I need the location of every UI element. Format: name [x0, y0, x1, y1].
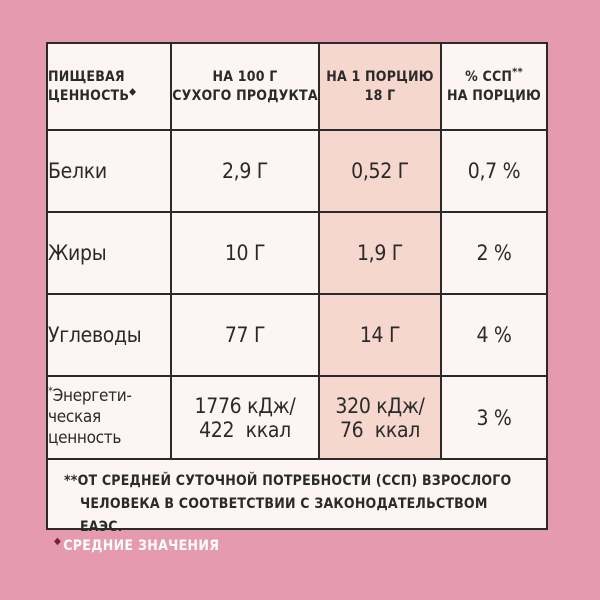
energy-per100: 1776 кДж/ 422 ккал: [170, 375, 320, 460]
table-row-protein: Белки 2,9 Г 0,52 Г 0,7 %: [48, 129, 546, 213]
table-header-row: ПИЩЕВАЯ ЦЕННОСТЬ◆ НА 100 Г СУХОГО ПРОДУК…: [48, 44, 546, 131]
footnote: **ОТ СРЕДНЕЙ СУТОЧНОЙ ПОТРЕБНОСТИ (ССП) …: [64, 470, 534, 539]
footnote-line1: **ОТ СРЕДНЕЙ СУТОЧНОЙ ПОТРЕБНОСТИ (ССП) …: [64, 473, 512, 489]
header-col4-line2: НА ПОРЦИЮ: [447, 87, 541, 104]
row-percent: 2 %: [440, 211, 546, 295]
energy-name-line2: ческая: [48, 407, 101, 427]
header-per-portion: НА 1 ПОРЦИЮ 18 Г: [318, 44, 442, 131]
footnote-line2: ЧЕЛОВЕКА В СООТВЕТСТВИИ С ЗАКОНОДАТЕЛЬСТ…: [80, 496, 488, 535]
row-percent: 4 %: [440, 293, 546, 377]
row-per100: 2,9 Г: [170, 129, 320, 213]
energy-name: *Энергети- ческая ценность: [48, 375, 172, 460]
average-values-note: ◆ СРЕДНИЕ ЗНАЧЕНИЯ: [54, 536, 220, 554]
diamond-mark: ◆: [129, 85, 137, 97]
nutrition-card: ПИЩЕВАЯ ЦЕННОСТЬ◆ НА 100 Г СУХОГО ПРОДУК…: [46, 42, 548, 535]
energy-per100-line1: 1776 кДж/: [194, 393, 296, 418]
energy-mark: *: [48, 384, 53, 398]
row-per100: 77 Г: [170, 293, 320, 377]
header-percent-dv: % ССП** НА ПОРЦИЮ: [440, 44, 546, 131]
row-portion: 0,52 Г: [318, 129, 442, 213]
header-col1-line2: ЦЕННОСТЬ: [48, 87, 130, 104]
energy-portion-line2: 76 ккал: [339, 417, 421, 442]
row-name: Жиры: [48, 211, 172, 295]
energy-name-line3: ценность: [48, 428, 122, 448]
row-name: Белки: [48, 129, 172, 213]
average-values-text: СРЕДНИЕ ЗНАЧЕНИЯ: [63, 538, 220, 554]
header-col2-line1: НА 100 Г: [212, 68, 278, 85]
header-col4-line1: % ССП: [465, 68, 513, 85]
row-portion: 14 Г: [318, 293, 442, 377]
row-name: Углеводы: [48, 293, 172, 377]
energy-portion-line1: 320 кДж/: [335, 393, 425, 418]
nutrition-table: ПИЩЕВАЯ ЦЕННОСТЬ◆ НА 100 Г СУХОГО ПРОДУК…: [48, 44, 546, 460]
row-per100: 10 Г: [170, 211, 320, 295]
energy-per100-line2: 422 ккал: [199, 417, 291, 442]
table-row-energy: *Энергети- ческая ценность 1776 кДж/ 422…: [48, 375, 546, 460]
energy-name-line1: Энергети-: [52, 386, 132, 406]
header-col3-line1: НА 1 ПОРЦИЮ: [326, 68, 434, 85]
row-portion: 1,9 Г: [318, 211, 442, 295]
header-col3-line2: 18 Г: [364, 87, 396, 104]
energy-portion: 320 кДж/ 76 ккал: [318, 375, 442, 460]
header-col1-line1: ПИЩЕВАЯ: [48, 68, 125, 85]
header-per-100g: НА 100 Г СУХОГО ПРОДУКТА: [170, 44, 320, 131]
energy-percent: 3 %: [440, 375, 546, 460]
table-row-carbs: Углеводы 77 Г 14 Г 4 %: [48, 293, 546, 377]
header-col4-mark: **: [512, 64, 523, 78]
diamond-icon: ◆: [54, 536, 62, 548]
table-row-fat: Жиры 10 Г 1,9 Г 2 %: [48, 211, 546, 295]
header-nutritional-value: ПИЩЕВАЯ ЦЕННОСТЬ◆: [48, 44, 172, 131]
header-col2-line2: СУХОГО ПРОДУКТА: [172, 87, 318, 104]
row-percent: 0,7 %: [440, 129, 546, 213]
